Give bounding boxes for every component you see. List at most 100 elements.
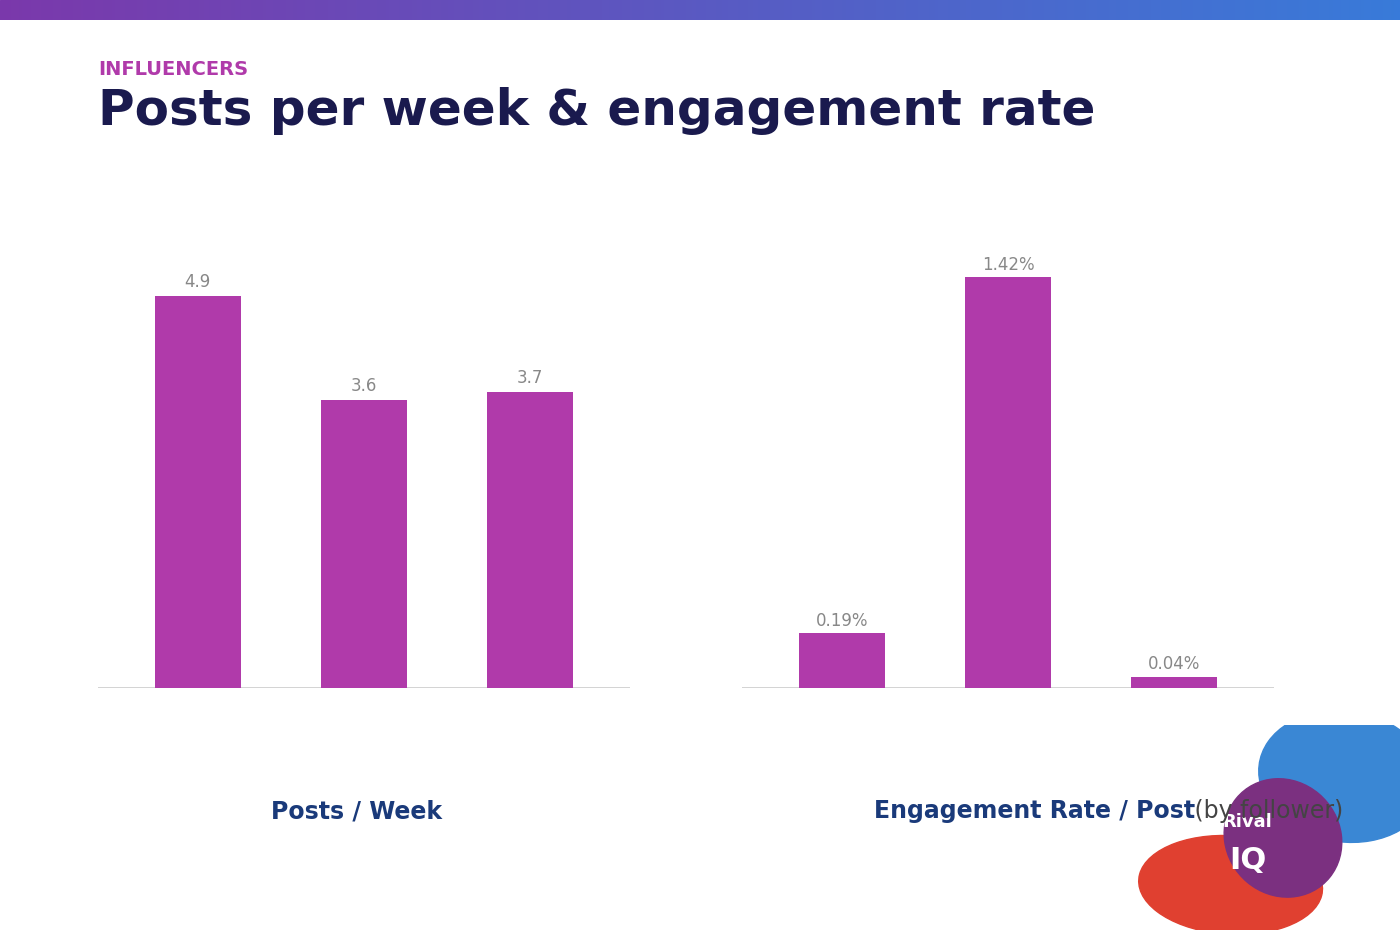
Text: INFLUENCERS: INFLUENCERS bbox=[98, 60, 248, 79]
Bar bbox=[1389, 0, 1392, 20]
Bar bbox=[1011, 0, 1014, 20]
Bar bbox=[1330, 0, 1333, 20]
Bar bbox=[241, 0, 244, 20]
Bar bbox=[1308, 0, 1310, 20]
Bar bbox=[1156, 0, 1159, 20]
Bar bbox=[1053, 0, 1056, 20]
Bar bbox=[269, 0, 272, 20]
Circle shape bbox=[277, 711, 451, 794]
Bar bbox=[8, 0, 11, 20]
Circle shape bbox=[980, 706, 1036, 801]
Bar bbox=[235, 0, 238, 20]
Bar bbox=[176, 0, 179, 20]
Bar bbox=[532, 0, 535, 20]
Bar bbox=[1372, 0, 1375, 20]
Bar bbox=[834, 0, 837, 20]
Bar bbox=[154, 296, 241, 688]
Bar bbox=[1338, 0, 1341, 20]
Bar bbox=[154, 0, 157, 20]
Bar bbox=[1324, 0, 1327, 20]
Bar bbox=[1170, 0, 1173, 20]
Bar bbox=[316, 0, 319, 20]
Bar bbox=[1254, 0, 1257, 20]
Bar bbox=[456, 0, 459, 20]
Bar bbox=[1142, 0, 1145, 20]
Bar bbox=[333, 0, 336, 20]
Text: f: f bbox=[841, 747, 847, 760]
Bar bbox=[1050, 0, 1053, 20]
Text: 4.9: 4.9 bbox=[185, 272, 211, 291]
Bar bbox=[546, 0, 549, 20]
Bar bbox=[280, 0, 283, 20]
Bar bbox=[179, 0, 182, 20]
Bar bbox=[498, 0, 501, 20]
Bar bbox=[1383, 0, 1386, 20]
Bar bbox=[1274, 0, 1277, 20]
Bar bbox=[1002, 0, 1005, 20]
Bar bbox=[39, 0, 42, 20]
Bar bbox=[1000, 0, 1002, 20]
Bar bbox=[283, 0, 286, 20]
Bar bbox=[1193, 0, 1196, 20]
Bar bbox=[1260, 0, 1263, 20]
Bar bbox=[795, 0, 798, 20]
Bar bbox=[465, 0, 468, 20]
Bar bbox=[482, 0, 484, 20]
Bar bbox=[193, 0, 196, 20]
Bar bbox=[574, 0, 577, 20]
Bar bbox=[790, 0, 792, 20]
Bar bbox=[616, 0, 619, 20]
Bar bbox=[420, 0, 423, 20]
Bar bbox=[1352, 0, 1355, 20]
Bar bbox=[921, 0, 924, 20]
Bar bbox=[188, 0, 190, 20]
Text: 3.6: 3.6 bbox=[351, 377, 377, 395]
Bar bbox=[753, 0, 756, 20]
Bar bbox=[580, 0, 582, 20]
Bar bbox=[762, 0, 764, 20]
Bar bbox=[249, 0, 252, 20]
Bar bbox=[507, 0, 510, 20]
Bar bbox=[182, 0, 185, 20]
Bar bbox=[1168, 0, 1170, 20]
Bar bbox=[1282, 0, 1285, 20]
Bar bbox=[442, 0, 445, 20]
Bar bbox=[602, 0, 605, 20]
Bar bbox=[272, 0, 274, 20]
Bar bbox=[703, 0, 706, 20]
Bar bbox=[899, 0, 902, 20]
Bar bbox=[1302, 0, 1305, 20]
Bar bbox=[820, 0, 823, 20]
Bar bbox=[1075, 0, 1078, 20]
Bar bbox=[504, 0, 507, 20]
Ellipse shape bbox=[1224, 778, 1341, 897]
Circle shape bbox=[444, 711, 617, 794]
Bar bbox=[157, 0, 160, 20]
Bar bbox=[207, 0, 210, 20]
Text: 0.19%: 0.19% bbox=[815, 612, 868, 630]
Bar bbox=[896, 0, 899, 20]
Bar bbox=[1058, 0, 1061, 20]
Bar bbox=[837, 0, 840, 20]
Bar bbox=[938, 0, 941, 20]
Bar bbox=[361, 0, 364, 20]
Circle shape bbox=[112, 711, 284, 794]
Bar bbox=[549, 0, 552, 20]
Bar bbox=[552, 0, 554, 20]
Bar bbox=[692, 0, 694, 20]
Bar bbox=[874, 0, 876, 20]
Bar bbox=[801, 0, 804, 20]
Bar bbox=[64, 0, 67, 20]
Text: 3.7: 3.7 bbox=[517, 369, 543, 387]
Bar bbox=[809, 0, 812, 20]
Bar bbox=[1207, 0, 1210, 20]
Bar bbox=[627, 0, 630, 20]
Bar bbox=[1386, 0, 1389, 20]
Bar bbox=[655, 0, 658, 20]
Bar bbox=[1291, 0, 1294, 20]
Bar bbox=[798, 0, 801, 20]
Bar bbox=[56, 0, 59, 20]
Bar bbox=[826, 0, 829, 20]
Bar bbox=[624, 0, 627, 20]
Bar bbox=[330, 0, 333, 20]
